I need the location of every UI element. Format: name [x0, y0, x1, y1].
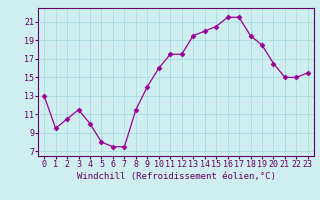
X-axis label: Windchill (Refroidissement éolien,°C): Windchill (Refroidissement éolien,°C): [76, 172, 276, 181]
